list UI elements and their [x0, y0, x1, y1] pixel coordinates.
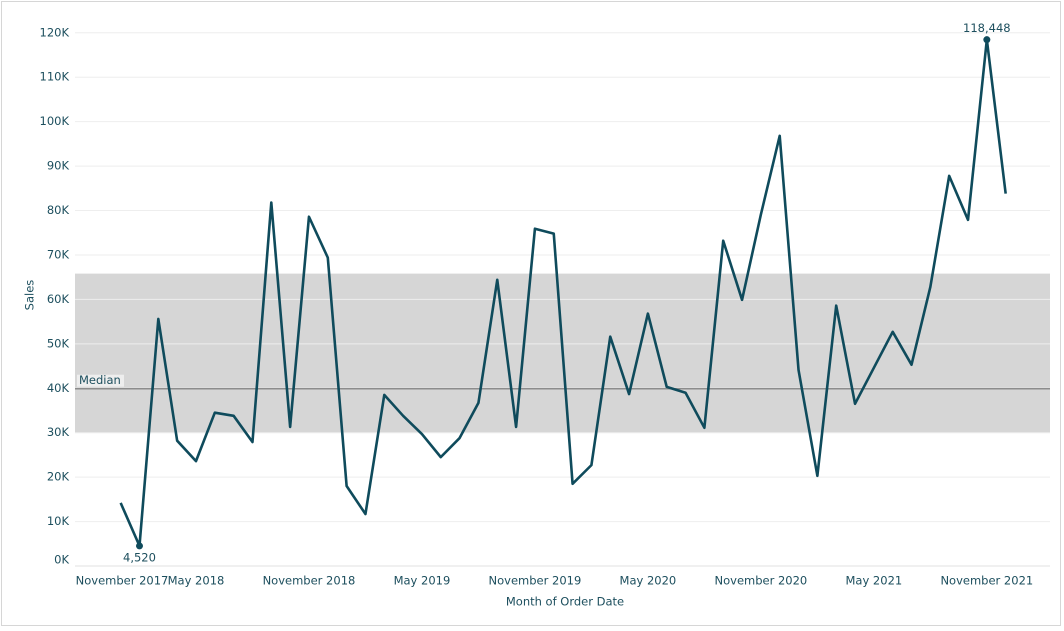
x-tick-label: November 2019 — [489, 574, 582, 588]
x-tick-label: May 2021 — [846, 574, 903, 588]
y-tick-label: 100K — [40, 114, 70, 128]
x-tick-label: November 2021 — [940, 574, 1033, 588]
reference-label-bg — [77, 374, 124, 387]
y-tick-label: 60K — [47, 292, 70, 306]
x-tick-label: November 2018 — [263, 574, 356, 588]
x-tick-label: May 2018 — [168, 574, 225, 588]
x-tick-label: November 2017 — [76, 574, 169, 588]
y-tick-label: 0K — [54, 553, 69, 567]
y-tick-label: 40K — [47, 381, 70, 395]
x-tick-label: May 2020 — [620, 574, 677, 588]
x-tick-label: May 2019 — [394, 574, 451, 588]
sales-line — [119, 38, 1007, 548]
y-tick-label: 50K — [47, 336, 70, 350]
y-tick-label: 20K — [47, 470, 70, 484]
y-tick-label: 90K — [47, 159, 70, 173]
y-axis-title: Sales — [23, 280, 37, 311]
y-tick-label: 120K — [40, 25, 70, 39]
reference-label: Median — [79, 373, 121, 387]
x-tick-label: November 2020 — [715, 574, 808, 588]
x-axis-title: Month of Order Date — [506, 595, 624, 609]
value-label: 4,520 — [123, 550, 156, 564]
y-tick-label: 30K — [47, 425, 70, 439]
labeled-point — [135, 542, 143, 550]
value-label: 118,448 — [963, 21, 1011, 35]
labeled-point — [983, 36, 991, 44]
y-tick-label: 110K — [40, 70, 70, 84]
y-tick-label: 70K — [47, 247, 70, 261]
y-tick-label: 10K — [47, 514, 70, 528]
y-tick-label: 80K — [47, 203, 70, 217]
